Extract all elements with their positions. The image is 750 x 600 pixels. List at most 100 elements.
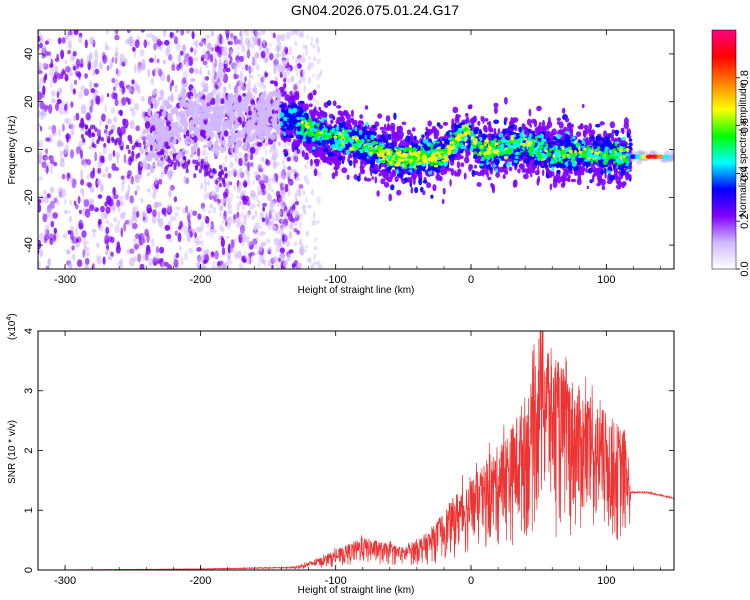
spectrogram-faint-mark	[205, 54, 209, 60]
spectrogram-ridge-purple-mark	[558, 121, 564, 129]
spectrogram-ridge-purple-mark	[579, 123, 584, 130]
spectrogram-faint-mark	[304, 44, 308, 50]
spectrogram-noise-mark	[93, 83, 99, 88]
spectrogram-ridge-purple-mark	[476, 182, 482, 187]
spectrogram-ridge-purple-mark	[432, 127, 438, 133]
spectrogram-noise-mark	[117, 260, 122, 266]
spectrogram-noise-mark	[169, 170, 174, 177]
spectrogram-ridge-purple-mark	[394, 136, 400, 142]
spectrogram-ridge-blue-mark	[390, 142, 395, 146]
spectrogram-noise-mark	[236, 39, 242, 45]
spectrogram-faint-mark	[257, 225, 263, 230]
spectrogram-noise-mark	[69, 149, 75, 159]
spectrogram-noise-mark	[69, 54, 75, 63]
spectrogram-faint-mark	[257, 262, 261, 269]
spectrogram-noise-mark	[48, 233, 54, 241]
spectrogram-noise-mark	[166, 203, 172, 214]
spectrogram-faint-mark	[251, 214, 255, 221]
spectrogram-noise-mark	[187, 56, 192, 67]
spectrogram-ridge-purple-mark	[541, 119, 546, 128]
spectrogram-noise-mark	[92, 70, 96, 77]
spectrogram-noise-mark	[282, 234, 288, 243]
spectrogram-noise-mark	[113, 194, 119, 200]
spectrogram-ridge-purple-mark	[502, 174, 506, 180]
spectrogram-ridge-purple-mark	[452, 106, 459, 114]
spectrogram-faint-mark	[305, 49, 308, 56]
spectrogram-ridge-purple-mark	[526, 118, 532, 126]
spectrogram-ridge-purple-mark	[586, 185, 589, 190]
spectrogram-noise-mark	[249, 162, 254, 167]
spectrogram-noise-mark	[45, 265, 50, 269]
spectrogram-noise-mark	[86, 181, 92, 187]
spectrogram-ridge-purple-mark	[625, 173, 630, 181]
spectrogram-noise-mark	[214, 45, 220, 53]
spectrogram-ridge-purple-mark	[343, 109, 348, 116]
spectrogram-faint-mark	[221, 215, 227, 221]
spectrogram-faint-mark	[205, 231, 210, 237]
spectrogram-noise-mark	[139, 135, 143, 140]
spectrogram-noise-mark	[220, 235, 224, 241]
spectrogram-noise-mark	[141, 254, 146, 262]
spectrogram-noise-mark	[82, 249, 85, 258]
spectrogram-noise-mark	[260, 241, 266, 247]
spectrogram-faint-mark	[212, 206, 217, 214]
spectrogram-ridge-purple-mark	[609, 121, 616, 129]
spectrogram-ridge-purple-mark	[156, 128, 162, 136]
spectrogram-ridge-purple-mark	[463, 172, 467, 180]
spectrogram-ridge-purple-mark	[173, 106, 177, 115]
spectrogram-faint-mark	[219, 56, 222, 63]
spectrogram-faint-mark	[228, 83, 231, 90]
spectrogram-ridge-purple-mark	[251, 104, 255, 109]
spectrogram-noise-mark	[39, 232, 44, 241]
spectrogram-faint-mark	[242, 160, 245, 166]
spectrogram-faint-mark	[235, 60, 239, 66]
spectrogram-noise-mark	[43, 75, 46, 84]
spectrogram-noise-mark	[209, 53, 214, 63]
spectrogram-noise-mark	[173, 196, 178, 203]
spectrogram-faint-mark	[229, 215, 232, 223]
spectrogram-noise-mark	[130, 107, 134, 112]
spectrogram-ridge-purple-mark	[223, 86, 227, 93]
spectrogram-faint-mark	[216, 150, 220, 158]
spectrogram-noise-mark	[69, 199, 73, 206]
spectrogram-noise-mark	[64, 118, 69, 124]
spectrogram-noise-mark	[157, 211, 161, 218]
spectrogram-noise-mark	[114, 224, 120, 234]
spectrogram-noise-mark	[38, 199, 42, 204]
spectrogram-faint-mark	[230, 33, 234, 40]
spectrogram-noise-mark	[38, 260, 41, 269]
spectrogram-noise-mark	[113, 116, 118, 123]
spectrogram-noise-mark	[293, 168, 297, 174]
spectrogram-noise-mark	[107, 254, 113, 261]
spectrogram-faint-mark	[316, 84, 320, 89]
spectrogram-ridge-purple-mark	[153, 100, 158, 108]
spectrogram-noise-mark	[70, 230, 74, 241]
spectrogram-ridge-purple-mark	[410, 186, 414, 194]
spectrogram-noise-mark	[75, 146, 81, 155]
spectrogram-noise-mark	[104, 104, 107, 113]
spectrogram-noise-mark	[116, 155, 120, 164]
spectrogram-noise-mark	[92, 263, 95, 269]
spectrogram-faint-mark	[278, 174, 283, 180]
spectrogram-faint-mark	[283, 59, 288, 67]
spectrogram-ridge-purple-mark	[493, 102, 499, 108]
spectrogram-ridge-purple-mark	[215, 145, 221, 151]
spectrogram-ridge-purple-mark	[217, 116, 224, 121]
spectrogram-faint-mark	[255, 236, 259, 242]
spectrogram-faint-mark	[317, 46, 321, 54]
spectrogram-faint-mark	[271, 208, 275, 213]
spectrogram-noise-mark	[121, 96, 127, 106]
spectrogram-noise-mark	[227, 254, 231, 264]
spectrogram-noise-mark	[296, 63, 302, 69]
spectrogram-noise-mark	[93, 153, 98, 159]
spectrogram-faint-mark	[313, 56, 316, 62]
spectrogram-faint-mark	[315, 100, 320, 107]
spectrogram-noise-mark	[214, 250, 219, 260]
spectrogram-noise-mark	[67, 172, 71, 179]
spectrogram-noise-mark	[81, 230, 87, 238]
spectrogram-noise-mark	[200, 202, 205, 209]
spectrogram-ridge-purple-mark	[273, 106, 280, 111]
spectrogram-noise-mark	[142, 157, 147, 164]
spectrogram-ridge-blue-mark	[320, 117, 325, 123]
spectrogram-ridge-purple-mark	[236, 130, 241, 139]
